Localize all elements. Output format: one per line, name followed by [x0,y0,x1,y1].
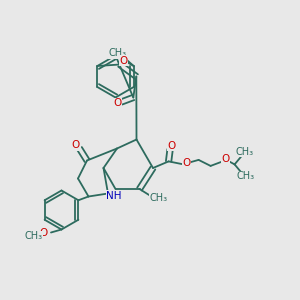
Text: O: O [119,56,128,66]
Text: CH₃: CH₃ [236,147,253,157]
Text: O: O [221,154,230,164]
Text: CH₃: CH₃ [149,193,167,203]
Text: O: O [113,98,121,109]
Text: CH₃: CH₃ [237,171,255,182]
Text: O: O [39,228,48,239]
Text: CH₃: CH₃ [108,48,126,58]
Text: NH: NH [106,190,122,201]
Text: O: O [167,141,176,151]
Text: O: O [182,158,191,168]
Text: O: O [72,140,80,151]
Text: CH₃: CH₃ [25,231,43,242]
